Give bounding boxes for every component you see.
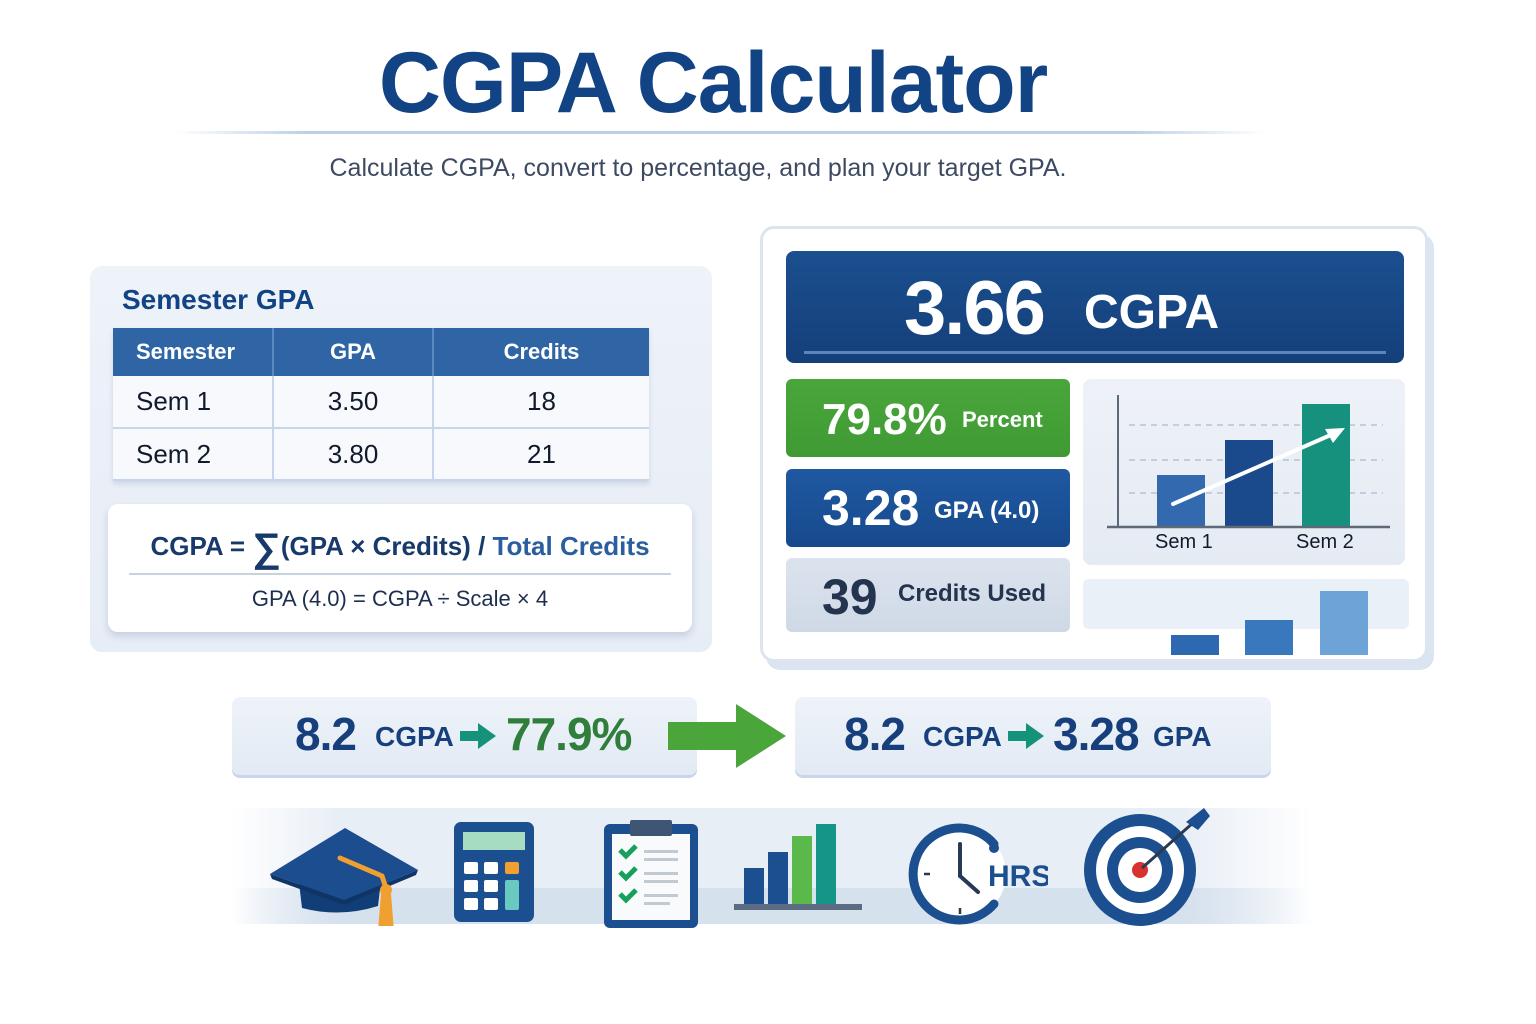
page-title: CGPA Calculator: [378, 35, 1048, 131]
conversion-from-unit: CGPA: [923, 721, 1002, 752]
x-tick-sem2: Sem 2: [1296, 531, 1354, 553]
page-subtitle: Calculate CGPA, convert to percentage, a…: [329, 154, 1067, 182]
arrow-right-icon: [1008, 723, 1044, 749]
bar-chart-icon: [734, 824, 862, 910]
gpa-trend-chart: Sem 1 Sem 2: [1083, 379, 1405, 565]
gpa-label: GPA (4.0): [934, 497, 1040, 524]
hours-label: HRS: [988, 860, 1048, 893]
large-arrow-right-icon: [668, 704, 786, 768]
formula-lhs: CGPA =: [150, 531, 246, 561]
cgpa-result-banner: 3.66 CGPA: [786, 251, 1404, 363]
column-header-gpa: GPA: [273, 328, 434, 376]
semester-gpa-panel: Semester GPA Semester GPA Credits Sem 1 …: [90, 266, 712, 652]
credits-label: Credits Used: [898, 580, 1047, 607]
formula-card: CGPA = ∑(GPA × Credits) / Total Credits …: [108, 504, 692, 632]
semester-gpa-heading: Semester GPA: [122, 284, 315, 315]
percent-stat: 79.8% Percent: [786, 379, 1070, 457]
results-card: 3.66 CGPA 79.8% Percent 3.28 GPA (4.0) 3…: [760, 226, 1428, 662]
formula-divider-line: [129, 573, 671, 575]
arrow-right-icon: [460, 723, 496, 749]
cgpa-formula: CGPA = ∑(GPA × Credits) / Total Credits: [108, 526, 692, 571]
table-header-row: Semester GPA Credits: [113, 328, 649, 376]
secondary-bar-chart: [1083, 579, 1409, 655]
feature-icon-strip: HRS: [232, 808, 1312, 928]
semester-cell[interactable]: Sem 1: [113, 376, 274, 429]
column-header-semester: Semester: [113, 328, 274, 376]
credits-stat: 39 Credits Used: [786, 558, 1070, 632]
gpa-cell[interactable]: 3.50: [273, 376, 434, 429]
clock-hours-icon: HRS: [908, 823, 1048, 925]
gpa-cell[interactable]: 3.80: [273, 428, 434, 481]
conversion-from-unit: CGPA: [375, 721, 454, 752]
gpa-value: 3.28: [822, 480, 920, 536]
graduation-cap-icon: [270, 828, 418, 926]
chart-bar-3: [1302, 404, 1350, 526]
formula-denominator: Total Credits: [492, 531, 650, 561]
formula-term: (GPA × Credits): [280, 531, 471, 561]
sigma-symbol: ∑: [252, 526, 281, 570]
cgpa-value: 3.66: [904, 266, 1046, 351]
title-divider: [175, 131, 1265, 134]
semester-cell[interactable]: Sem 2: [113, 428, 274, 481]
gpa-stat: 3.28 GPA (4.0): [786, 469, 1070, 547]
cgpa-unit: CGPA: [1084, 286, 1220, 339]
gpa-scale-formula: GPA (4.0) = CGPA ÷ Scale × 4: [251, 586, 549, 611]
credits-value: 39: [822, 569, 878, 625]
conversion-to-unit: GPA: [1153, 721, 1212, 752]
table-row: Sem 2 3.80 21: [113, 428, 649, 481]
chart-bar-2: [1225, 440, 1273, 526]
conversion-to-value: 77.9%: [506, 708, 632, 760]
checklist-clipboard-icon: [604, 820, 698, 928]
column-header-credits: Credits: [433, 328, 649, 376]
percent-value: 79.8%: [822, 395, 947, 444]
bar-chart-graphic: [1107, 395, 1390, 529]
x-tick-sem1: Sem 1: [1155, 531, 1213, 553]
target-icon: [1084, 808, 1210, 926]
conversion-to-value: 3.28: [1053, 708, 1140, 760]
banner-underline: [804, 351, 1386, 354]
formula-divider: /: [478, 531, 486, 561]
cgpa-to-percent-conversion: 8.2 CGPA 77.9%: [232, 697, 697, 775]
conversion-from-value: 8.2: [295, 708, 357, 760]
secondary-bars-graphic: [1171, 591, 1368, 655]
semester-table: Semester GPA Credits Sem 1 3.50 18 Sem 2…: [113, 328, 649, 481]
calculator-icon: [454, 822, 534, 922]
cgpa-to-gpa-conversion: 8.2 CGPA 3.28 GPA: [795, 697, 1271, 775]
credits-cell[interactable]: 21: [433, 428, 649, 481]
credits-cell[interactable]: 18: [433, 376, 649, 429]
percent-label: Percent: [962, 407, 1043, 432]
table-row: Sem 1 3.50 18: [113, 376, 649, 429]
conversion-from-value: 8.2: [844, 708, 906, 760]
